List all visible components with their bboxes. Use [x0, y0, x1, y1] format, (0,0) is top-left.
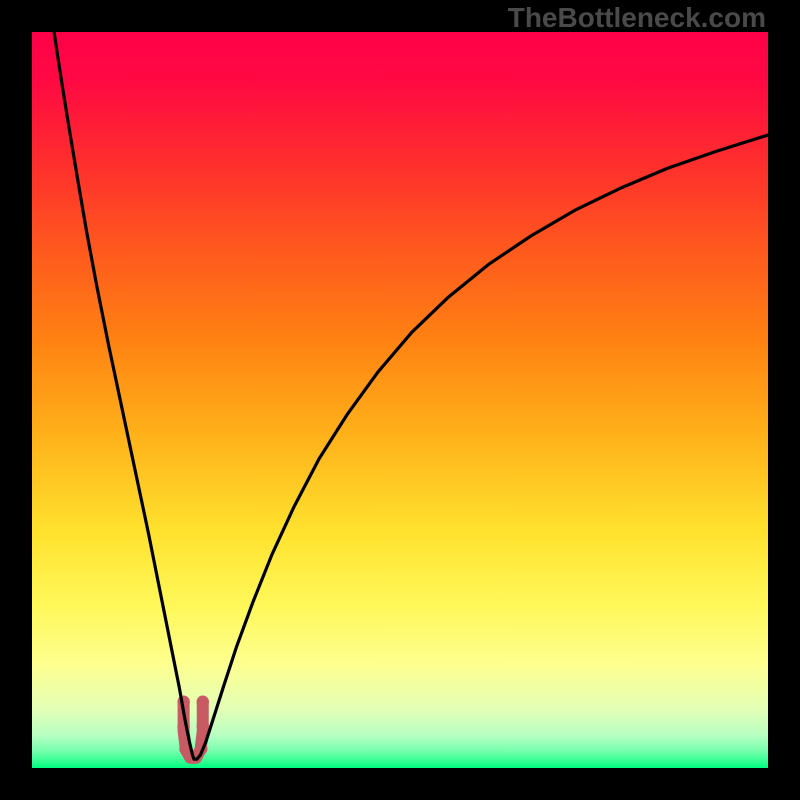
watermark-text: TheBottleneck.com: [508, 2, 766, 34]
valley-marker-dot: [197, 721, 209, 733]
plot-area: [32, 32, 768, 768]
chart-svg: [32, 32, 768, 768]
chart-container: TheBottleneck.com: [0, 0, 800, 800]
gradient-background: [32, 32, 768, 768]
valley-marker-dot: [197, 696, 209, 708]
